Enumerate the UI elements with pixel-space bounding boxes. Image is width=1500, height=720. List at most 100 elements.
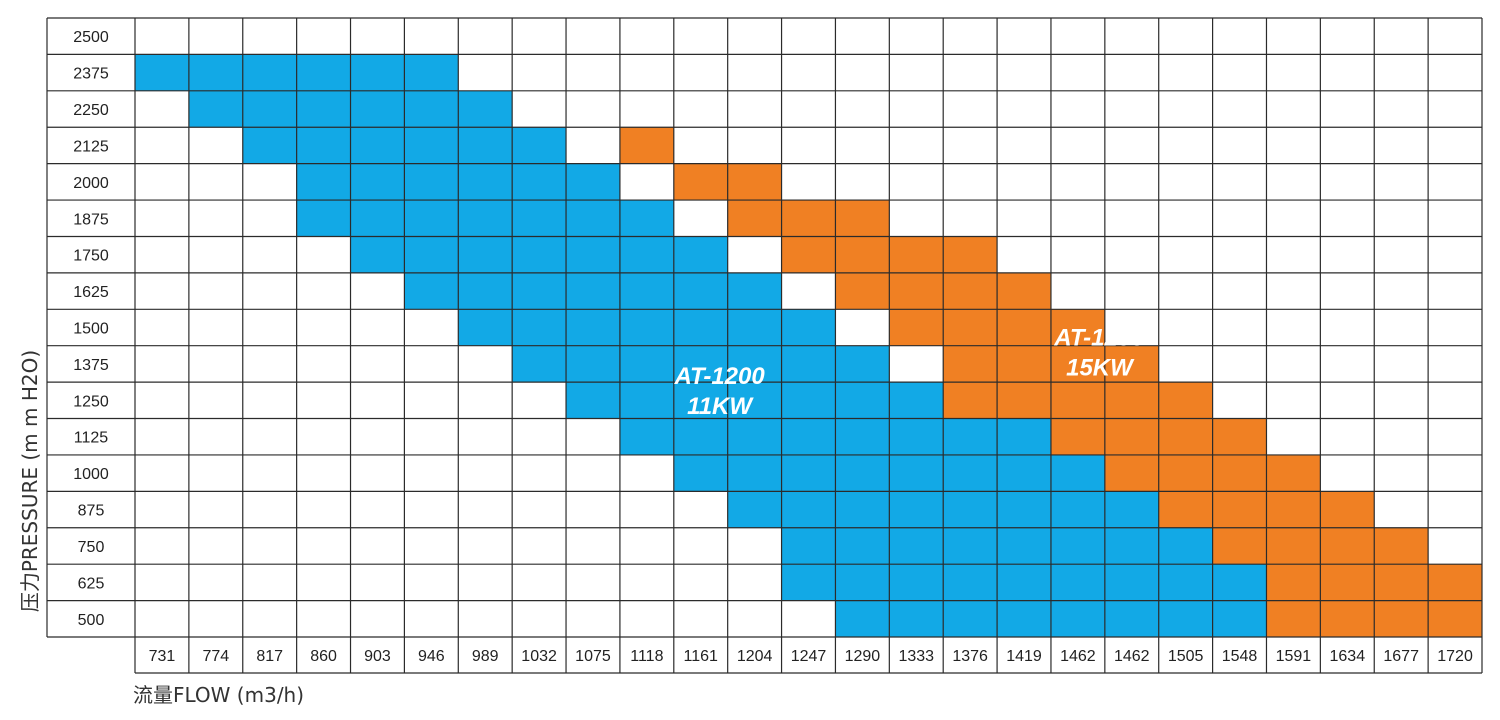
- cell-series-1-r7-c13: [835, 272, 890, 310]
- cell-series-1-r13-c22: [1320, 491, 1375, 528]
- x-tick-label: 989: [472, 648, 499, 665]
- cell-series-0-r16-c16: [997, 600, 1051, 637]
- cell-series-0-r13-c16: [997, 491, 1051, 528]
- y-tick-label: 500: [78, 612, 105, 629]
- cell-series-0-r9-c9: [619, 345, 674, 383]
- cell-series-1-r13-c20: [1212, 491, 1267, 528]
- cell-series-0-r9-c7: [512, 345, 567, 383]
- y-tick-label: 2000: [73, 175, 109, 192]
- cell-series-0-r15-c12: [781, 564, 836, 601]
- x-tick-label: 1376: [952, 648, 988, 665]
- cell-series-0-r5-c7: [512, 200, 567, 237]
- cell-series-0-r1-c4: [350, 54, 405, 91]
- cell-series-0-r14-c14: [889, 527, 944, 565]
- cell-series-0-r12-c15: [943, 454, 998, 492]
- y-tick-label: 2125: [73, 138, 109, 155]
- cell-series-0-r14-c18: [1104, 527, 1159, 565]
- x-tick-label: 1462: [1060, 648, 1096, 665]
- cell-series-0-r5-c8: [566, 200, 620, 237]
- cell-series-0-r3-c4: [350, 127, 405, 164]
- cell-series-0-r1-c5: [404, 54, 459, 91]
- cell-series-1-r13-c21: [1266, 491, 1321, 528]
- y-tick-label: 1500: [73, 321, 109, 338]
- cell-series-0-r2-c3: [296, 90, 351, 128]
- y-tick-label: 2250: [73, 102, 109, 119]
- cell-series-1-r7-c16: [997, 272, 1051, 310]
- cell-series-1-r12-c18: [1104, 454, 1159, 492]
- chart-grid: [46, 17, 1483, 674]
- y-axis-title: 压力PRESSURE (m m H2O): [18, 350, 42, 612]
- cell-series-0-r7-c10: [673, 272, 728, 310]
- cell-series-0-r13-c17: [1050, 491, 1105, 528]
- cell-series-0-r5-c9: [619, 200, 674, 237]
- y-tick-label: 2375: [73, 66, 109, 83]
- x-tick-label: 1462: [1114, 648, 1150, 665]
- cell-series-0-r9-c8: [566, 345, 620, 383]
- cell-series-0-r4-c3: [296, 163, 351, 201]
- cell-series-0-r8-c9: [619, 309, 674, 346]
- cell-series-0-r1-c0: [135, 54, 189, 91]
- cell-series-0-r4-c4: [350, 163, 405, 201]
- cell-series-0-r12-c17: [1050, 454, 1105, 492]
- cell-series-0-r11-c9: [619, 418, 674, 455]
- series-label-1-line-1: 15KW: [1066, 355, 1135, 382]
- cell-series-1-r11-c19: [1158, 418, 1213, 455]
- cell-series-1-r16-c24: [1428, 600, 1482, 637]
- cell-series-0-r9-c11: [727, 345, 782, 383]
- cell-series-0-r11-c16: [997, 418, 1051, 455]
- cell-series-1-r15-c22: [1320, 564, 1375, 601]
- cell-series-0-r15-c19: [1158, 564, 1213, 601]
- cell-series-1-r9-c18: [1104, 345, 1159, 383]
- x-tick-label: 903: [364, 648, 391, 665]
- cell-series-0-r3-c3: [296, 127, 351, 164]
- cell-series-1-r12-c19: [1158, 454, 1213, 492]
- x-tick-label: 1333: [898, 648, 934, 665]
- cell-series-1-r4-c10: [673, 163, 728, 201]
- cell-series-0-r6-c7: [512, 236, 567, 273]
- x-tick-label: 946: [418, 648, 445, 665]
- x-axis-title: 流量FLOW (m3/h): [133, 683, 304, 707]
- cell-series-0-r2-c6: [458, 90, 513, 128]
- cell-series-1-r15-c23: [1374, 564, 1429, 601]
- cell-series-1-r10-c16: [997, 382, 1051, 419]
- cell-series-0-r5-c3: [296, 200, 351, 237]
- cell-series-0-r15-c15: [943, 564, 998, 601]
- y-tick-label: 1750: [73, 248, 109, 265]
- cell-series-1-r12-c20: [1212, 454, 1267, 492]
- cell-series-0-r4-c6: [458, 163, 513, 201]
- cell-series-0-r8-c8: [566, 309, 620, 346]
- cell-series-1-r14-c23: [1374, 527, 1429, 565]
- x-tick-label: 1118: [630, 648, 663, 665]
- cell-series-1-r6-c14: [889, 236, 944, 273]
- cell-series-0-r7-c5: [404, 272, 459, 310]
- cell-series-1-r5-c12: [781, 200, 836, 237]
- y-tick-label: 1625: [73, 284, 109, 301]
- region-labels: AT-1200 11KW AT-1200 15KW: [673, 325, 1145, 420]
- cell-series-1-r6-c13: [835, 236, 890, 273]
- cell-series-1-r5-c11: [727, 200, 782, 237]
- cell-series-0-r6-c4: [350, 236, 405, 273]
- cell-series-0-r11-c15: [943, 418, 998, 455]
- cell-series-0-r16-c18: [1104, 600, 1159, 637]
- cell-series-1-r16-c22: [1320, 600, 1375, 637]
- cell-series-1-r4-c11: [727, 163, 782, 201]
- cell-series-0-r6-c10: [673, 236, 728, 273]
- cell-series-1-r6-c12: [781, 236, 836, 273]
- cell-series-0-r12-c10: [673, 454, 728, 492]
- y-tick-label: 2500: [73, 29, 109, 46]
- y-tick-label: 625: [78, 575, 105, 592]
- cell-series-0-r10-c10: [673, 382, 728, 419]
- x-tick-label: 774: [202, 648, 229, 665]
- cell-series-0-r7-c6: [458, 272, 513, 310]
- x-tick-label: 1075: [575, 648, 611, 665]
- cell-series-1-r10-c19: [1158, 382, 1213, 419]
- x-tick-label: 731: [149, 648, 176, 665]
- cell-series-0-r6-c5: [404, 236, 459, 273]
- cell-series-0-r12-c13: [835, 454, 890, 492]
- cell-series-0-r2-c4: [350, 90, 405, 128]
- cell-series-1-r9-c15: [943, 345, 998, 383]
- cell-series-0-r16-c14: [889, 600, 944, 637]
- cell-series-0-r3-c6: [458, 127, 513, 164]
- cell-series-0-r13-c13: [835, 491, 890, 528]
- cell-series-1-r7-c14: [889, 272, 944, 310]
